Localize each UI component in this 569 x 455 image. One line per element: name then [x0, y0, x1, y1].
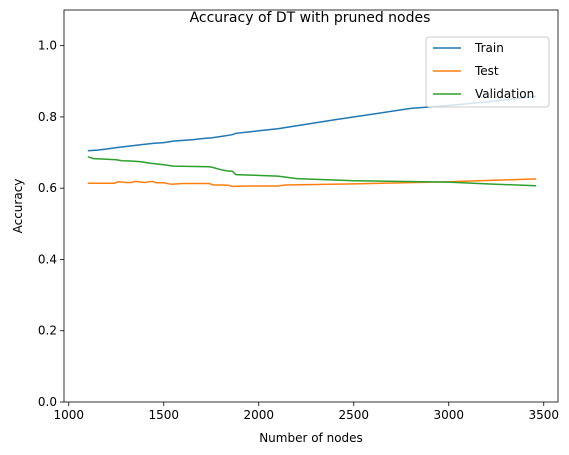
- plot-frame: [63, 9, 559, 403]
- chart-title: Accuracy of DT with pruned nodes: [190, 10, 431, 26]
- legend-box: [425, 36, 550, 108]
- series-line-validation: [87, 156, 537, 187]
- y-tick-label: 0.4: [38, 252, 57, 266]
- legend-label-validation: Validation: [475, 87, 534, 101]
- plot-lines: [87, 95, 537, 188]
- legend-label-test: Test: [474, 64, 499, 78]
- y-tick-label: 0.2: [38, 324, 57, 338]
- series-line-test: [87, 178, 537, 188]
- x-tick-label: 2000: [243, 408, 274, 422]
- x-tick-label: 2500: [338, 408, 369, 422]
- legend: Train Test Validation: [425, 36, 550, 108]
- y-tick-label: 0.0: [38, 395, 57, 409]
- y-tick-label: 0.8: [38, 110, 57, 124]
- y-axis-label: Accuracy: [11, 179, 25, 234]
- legend-label-train: Train: [474, 41, 504, 55]
- x-tick-label: 3500: [528, 408, 559, 422]
- y-tick-label: 0.6: [38, 181, 57, 195]
- x-tick-label: 1000: [53, 408, 84, 422]
- x-axis-label: Number of nodes: [259, 431, 363, 445]
- x-axis: 1000 1500 2000 2500 3000 3500: [53, 402, 559, 422]
- x-tick-label: 1500: [148, 408, 179, 422]
- x-tick-label: 3000: [433, 408, 464, 422]
- y-axis: 0.0 0.2 0.4 0.6 0.8 1.0: [38, 39, 64, 409]
- series-line-train: [87, 95, 537, 152]
- y-tick-label: 1.0: [38, 39, 57, 53]
